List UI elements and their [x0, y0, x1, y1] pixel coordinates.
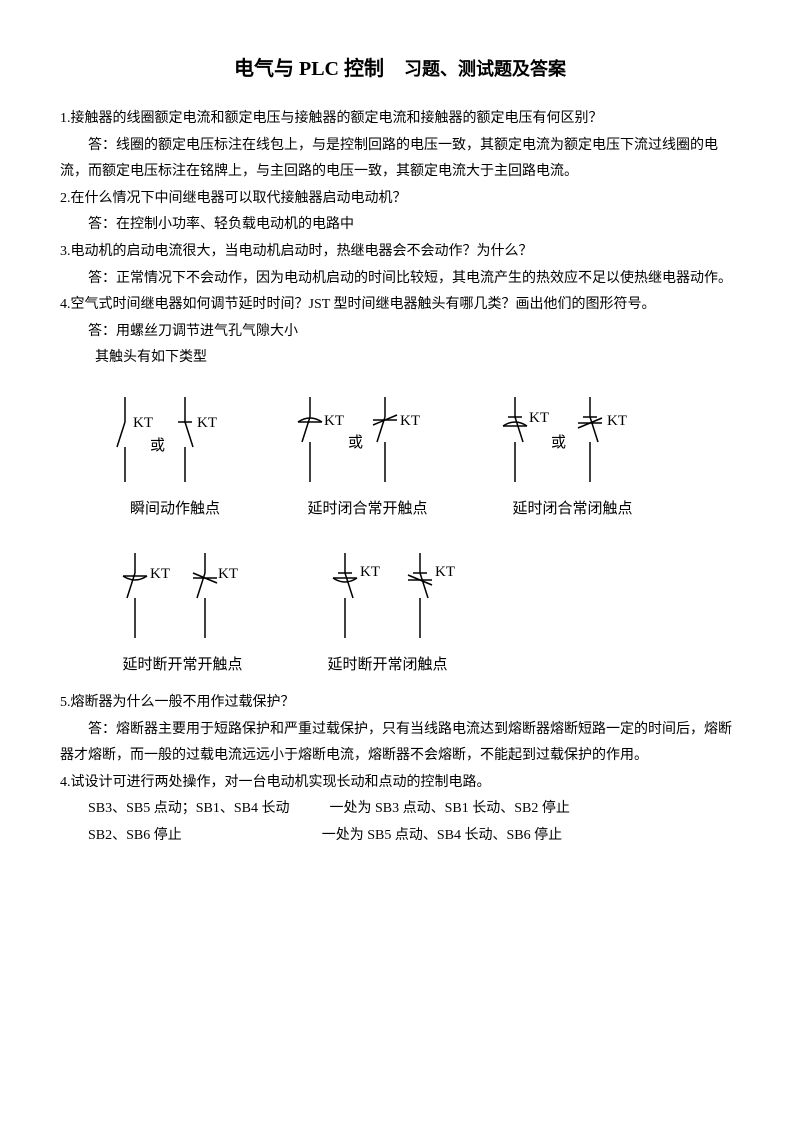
document-page: 电气与 PLC 控制习题、测试题及答案 1.接触器的线圈额定电流和额定电压与接触… [0, 0, 800, 890]
a6-l1a: SB3、SB5 点动；SB1、SB4 长动 [88, 801, 290, 816]
kt-label: KT [218, 566, 238, 582]
question-3: 3.电动机的启动电流很大，当电动机启动时，热继电器会不会动作？为什么？ [60, 239, 740, 266]
kt-label: KT [435, 564, 455, 580]
a6-l2b: 一处为 SB5 点动、SB4 长动、SB6 停止 [322, 828, 562, 843]
answer-4-line2: 其触头有如下类型 [60, 345, 740, 372]
diagram-block-5: KT KT 延时断开常闭触点 [305, 548, 470, 680]
diagram-block-3: KT KT 或 延时闭合常闭触点 [485, 392, 660, 524]
answer-6-line1: SB3、SB5 点动；SB1、SB4 长动 一处为 SB3 点动、SB1 长动、S… [88, 796, 740, 823]
diagram-block-2: KT KT 或 延时闭合常开触点 [280, 392, 455, 524]
answer-6-line2: SB2、SB6 停止 一处为 SB5 点动、SB4 长动、SB6 停止 [88, 823, 740, 850]
diagram-svg-5: KT KT [305, 548, 470, 643]
title-main: 电气与 PLC 控制 [234, 58, 384, 80]
kt-label: KT [197, 415, 217, 431]
or-label: 或 [551, 434, 566, 451]
diagram-svg-4: KT KT [100, 548, 265, 643]
a6-l1b: 一处为 SB3 点动、SB1 长动、SB2 停止 [330, 801, 570, 816]
answer-4-line1: 答：用螺丝刀调节进气孔气隙大小 [60, 319, 740, 346]
answer-6: SB3、SB5 点动；SB1、SB4 长动 一处为 SB3 点动、SB1 长动、S… [88, 796, 740, 849]
diagram-label-4: 延时断开常开触点 [122, 651, 242, 680]
a6-l2a: SB2、SB6 停止 [88, 828, 182, 843]
diagram-label-3: 延时闭合常闭触点 [512, 495, 632, 524]
question-1: 1.接触器的线圈额定电流和额定电压与接触器的额定电流和接触器的额定电压有何区别？ [60, 106, 740, 133]
diagram-svg-2: KT KT 或 [280, 392, 455, 487]
answer-5: 答：熔断器主要用于短路保护和严重过载保护，只有当线路电流达到熔断器熔断短路一定的… [60, 717, 740, 770]
question-2: 2.在什么情况下中间继电器可以取代接触器启动电动机？ [60, 186, 740, 213]
title-sub: 习题、测试题及答案 [404, 59, 566, 79]
question-6: 4.试设计可进行两处操作，对一台电动机实现长动和点动的控制电路。 [60, 770, 740, 797]
kt-label: KT [150, 566, 170, 582]
answer-2: 答：在控制小功率、轻负载电动机的电路中 [60, 212, 740, 239]
diagram-label-5: 延时断开常闭触点 [327, 651, 447, 680]
kt-label: KT [607, 413, 627, 429]
kt-label: KT [324, 413, 344, 429]
kt-label: KT [360, 564, 380, 580]
diagram-block-1: KT KT 或 瞬间动作触点 [100, 392, 250, 524]
diagram-block-4: KT KT 延时断开常开触点 [100, 548, 265, 680]
diagram-label-1: 瞬间动作触点 [130, 495, 220, 524]
diagram-row-1: KT KT 或 瞬间动作触点 KT [100, 392, 740, 524]
main-title: 电气与 PLC 控制习题、测试题及答案 [60, 50, 740, 88]
answer-3: 答：正常情况下不会动作，因为电动机启动的时间比较短，其电流产生的热效应不足以使热… [60, 266, 740, 293]
kt-label: KT [133, 415, 153, 431]
diagram-label-2: 延时闭合常开触点 [307, 495, 427, 524]
diagram-row-2: KT KT 延时断开常开触点 KT [100, 548, 740, 680]
diagram-svg-3: KT KT 或 [485, 392, 660, 487]
diagram-svg-1: KT KT 或 [100, 392, 250, 487]
kt-label: KT [529, 410, 549, 426]
question-5: 5.熔断器为什么一般不用作过载保护？ [60, 690, 740, 717]
question-4: 4.空气式时间继电器如何调节延时时间？JST 型时间继电器触头有哪几类？画出他们… [60, 292, 740, 319]
or-label: 或 [150, 437, 165, 454]
or-label: 或 [348, 434, 363, 451]
answer-1: 答：线圈的额定电压标注在线包上，与是控制回路的电压一致，其额定电流为额定电压下流… [60, 133, 740, 186]
kt-label: KT [400, 413, 420, 429]
